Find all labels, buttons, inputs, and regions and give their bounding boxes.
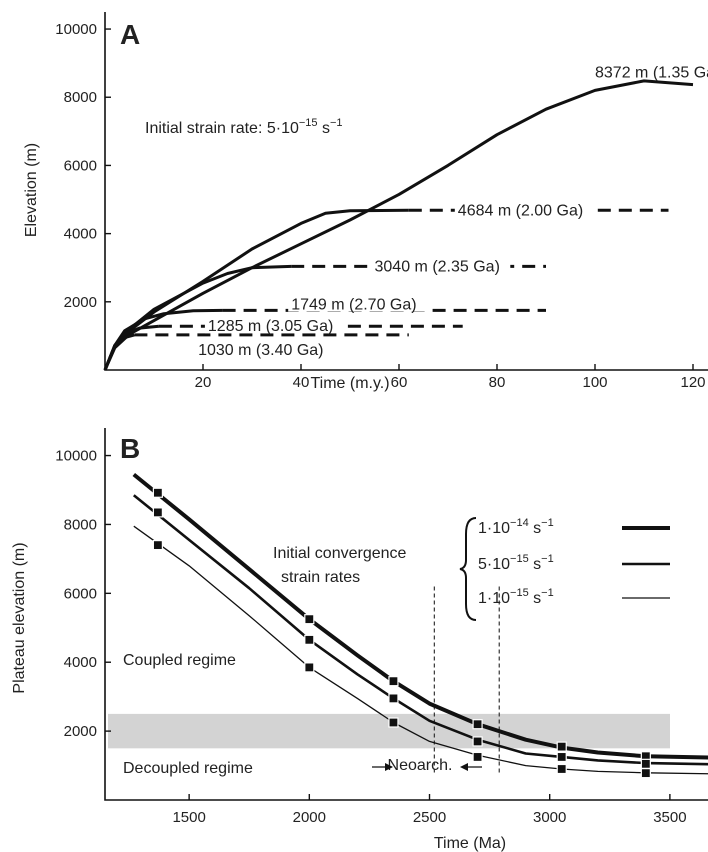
- panel-a-letter: A: [120, 19, 140, 50]
- panel-a-xtick-label-4: 100: [582, 374, 607, 391]
- panel-b-series-0-marker-3: [472, 719, 483, 730]
- panel-b-ytick-label-1: 4000: [64, 654, 97, 671]
- legend-label-2: 1·10−15 s−1: [478, 587, 554, 607]
- panel-b-xtick-label-3: 3000: [533, 809, 566, 826]
- legend-brace: [459, 517, 477, 621]
- panel-a-series-4-label-bg: [204, 313, 344, 334]
- panel-b-series-2-marker-1: [304, 662, 315, 673]
- panel-b-series-2-marker-3: [472, 751, 483, 763]
- panel-a: A 20 40 60 80 100 120 2000 4000 6000 8000 10000 83…: [23, 12, 708, 392]
- panel-b-axes: [104, 428, 708, 801]
- panel-b-series-1-marker-2: [388, 693, 399, 704]
- panel-a-series-5-label-bg: [195, 337, 334, 358]
- panel-a-series-3-label-bg: [288, 291, 427, 312]
- legend-label-1: 5·10−15 s−1: [478, 553, 554, 573]
- panel-b-series-0-marker-4: [556, 741, 567, 752]
- panel-b-series-2-marker-2: [388, 717, 399, 728]
- panel-a-series-2-label-bg: [371, 253, 511, 274]
- panel-a-series-5-line: [103, 333, 135, 371]
- panel-b-lines: [132, 472, 708, 775]
- coupled-regime-label: Coupled regime: [123, 652, 236, 669]
- panel-b-series-0-marker-1: [304, 614, 315, 625]
- panel-a-series-3-label: 1749 m (2.70 Ga): [291, 297, 416, 314]
- panel-a-series-2-label: 3040 m (2.35 Ga): [375, 258, 500, 275]
- panel-b-ylabel: Plateau elevation (m): [11, 542, 28, 693]
- panel-b-series-1-line: [132, 494, 708, 766]
- panel-a-series-1-label-bg: [454, 197, 594, 218]
- panel-b-xtick-label-4: 3500: [653, 809, 686, 826]
- panel-a-ytick-label-2: 6000: [64, 157, 97, 174]
- panel-b-series-1-marker-3: [472, 736, 483, 747]
- panel-b-xtick-label-0: 1500: [172, 809, 205, 826]
- panel-b-xtick-label-1: 2000: [293, 809, 326, 826]
- neoarchean-arrows: [372, 763, 482, 771]
- neoarchean-label: Neoarch.: [388, 757, 453, 774]
- panel-b-ytick-label-0: 2000: [64, 723, 97, 740]
- panel-b-series-2-line: [133, 525, 708, 775]
- panel-b-xtick-label-2: 2500: [413, 809, 446, 826]
- panel-a-series-0-label: 8372 m (1.35 Ga): [595, 65, 708, 82]
- panel-b-series-1-marker-1: [304, 634, 315, 645]
- panel-b-ticks: 1500 2000 2500 3000 3500 2000 4000 6000 8000 1000…: [55, 448, 686, 826]
- panel-b-series-1-marker-4: [556, 751, 567, 763]
- panel-a-ytick-label-0: 2000: [64, 294, 97, 311]
- panel-b-xlabel: Time (Ma): [434, 835, 506, 852]
- panel-b-series-0-marker-2: [388, 676, 399, 687]
- panel-b-legend: 1·10−14 s−1 5·10−15 s−1 1·10−15 s−1: [478, 517, 670, 607]
- legend-title-line-2: strain rates: [281, 569, 360, 586]
- panel-a-xtick-label-3: 80: [489, 374, 506, 391]
- neoarchean-bounds: [433, 586, 500, 774]
- panel-a-ytick-label-1: 4000: [64, 226, 97, 243]
- panel-a-line-labels: 8372 m (1.35 Ga) 4684 m (2.00 Ga) 3040 m (…: [195, 65, 708, 359]
- panel-a-xtick-label-2: 60: [391, 374, 408, 391]
- panel-a-ylabel: Elevation (m): [23, 143, 40, 237]
- panel-a-series-5-label: 1030 m (3.40 Ga): [198, 342, 323, 359]
- panel-b-series-2-marker-4: [556, 763, 567, 775]
- panel-a-series-4-label: 1285 m (3.05 Ga): [208, 318, 333, 335]
- panel-b-markers: [152, 487, 651, 779]
- panel-b-series-2-marker-5: [640, 768, 651, 779]
- decoupled-regime-label: Decoupled regime: [123, 760, 253, 777]
- legend-title-line-1: Initial convergence: [273, 545, 407, 562]
- panel-b: B 1500 2000 2500 3000 3500 2000 4000 6000 8000 10…: [11, 428, 708, 852]
- panel-a-series-1-label: 4684 m (2.00 Ga): [458, 202, 583, 219]
- panel-b-series-1-marker-5: [640, 758, 651, 769]
- panel-b-series-1-marker-0: [152, 507, 163, 518]
- panel-a-ticks: 20 40 60 80 100 120 2000 4000 6000 8000 10000: [55, 21, 705, 391]
- panel-b-ytick-label-2: 6000: [64, 585, 97, 602]
- panel-b-series-0-marker-0: [152, 487, 163, 498]
- panel-b-letter: B: [120, 433, 140, 464]
- panel-a-xtick-label-0: 20: [195, 374, 212, 391]
- panel-b-ytick-label-4: 10000: [55, 448, 97, 465]
- panel-b-series-0-line: [132, 472, 708, 760]
- panel-a-ytick-label-3: 8000: [64, 89, 97, 106]
- panel-a-xtick-label-5: 120: [680, 374, 705, 391]
- panel-a-xlabel: Time (m.y.): [310, 375, 389, 392]
- legend-label-0: 1·10−14 s−1: [478, 517, 554, 537]
- panel-a-ytick-label-4: 10000: [55, 21, 97, 38]
- panel-a-xtick-label-1: 40: [293, 374, 310, 391]
- panel-b-series-2-marker-0: [152, 540, 163, 551]
- strain-rate-annotation: Initial strain rate: 5·10−15 s−1: [145, 117, 343, 137]
- panel-b-ytick-label-3: 8000: [64, 516, 97, 533]
